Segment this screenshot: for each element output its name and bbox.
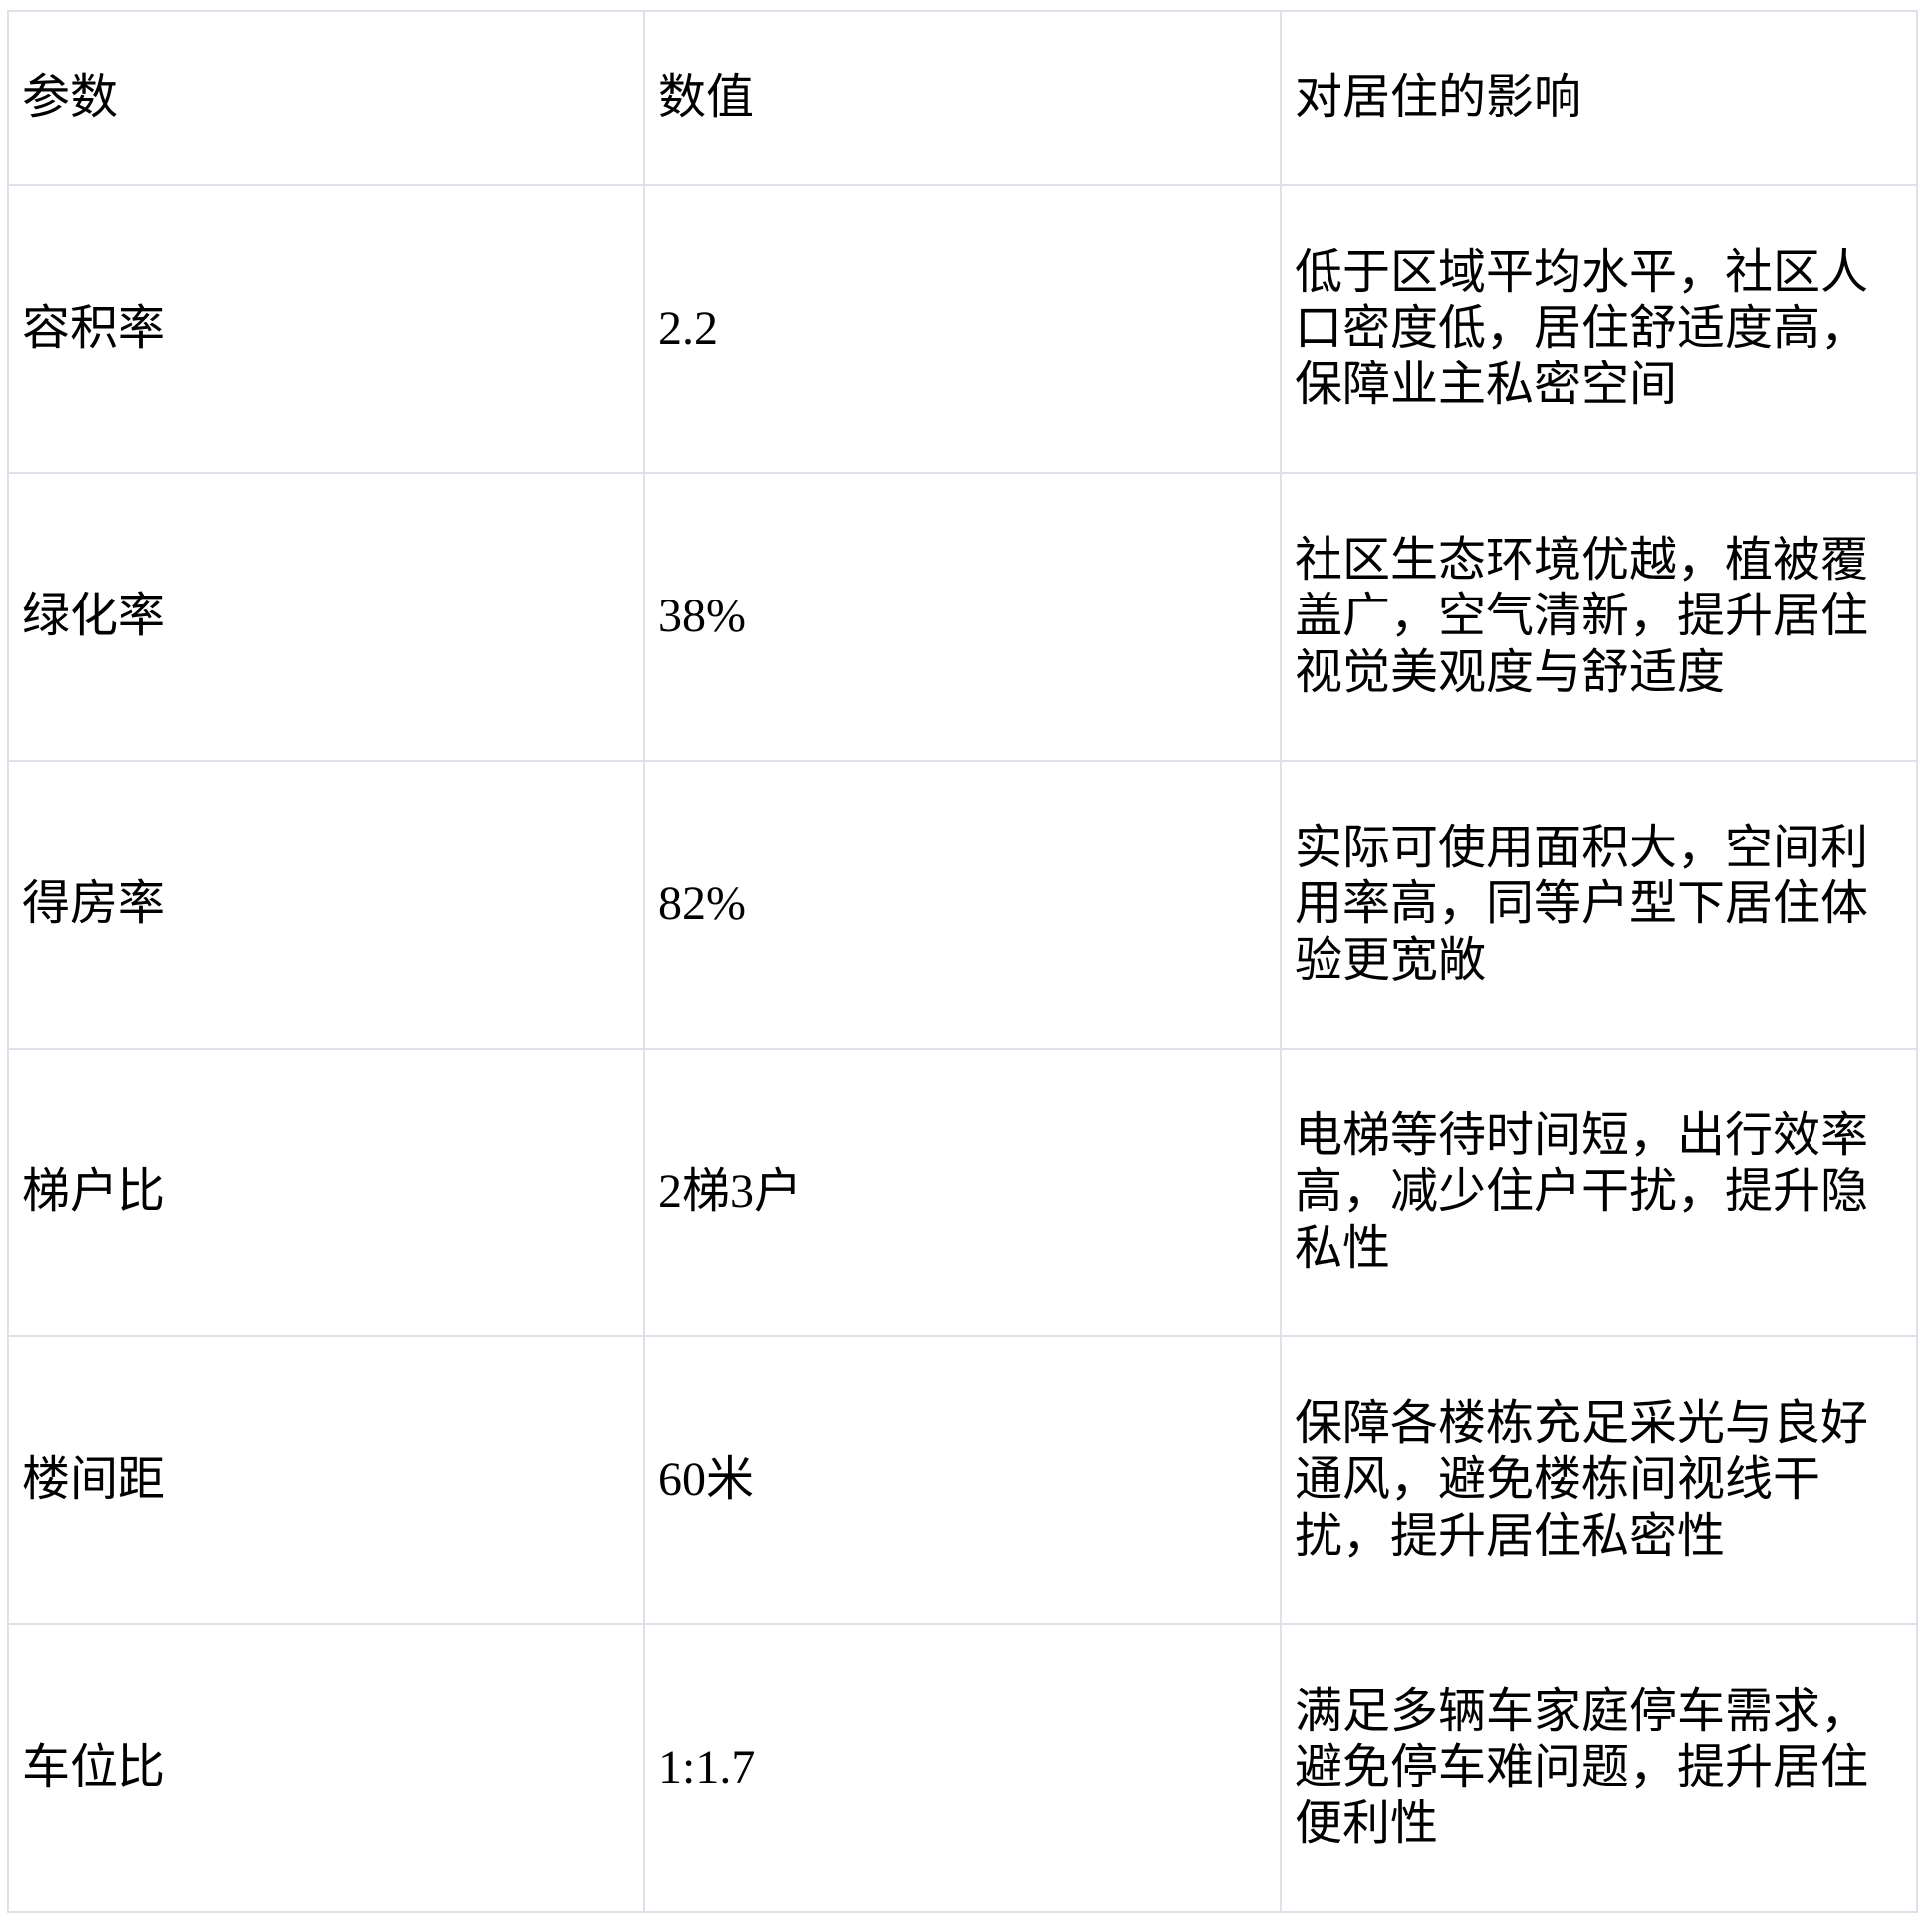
param-cell: 绿化率	[7, 472, 645, 762]
table-row: 楼间距 60米 保障各楼栋充足采光与良好通风，避免楼栋间视线干扰，提升居住私密性	[7, 1335, 1918, 1625]
value-cell: 1:1.7	[643, 1623, 1282, 1913]
header-row: 参数 数值 对居住的影响	[7, 10, 1918, 186]
value-cell: 60米	[643, 1335, 1282, 1625]
table-row: 容积率 2.2 低于区域平均水平，社区人口密度低，居住舒适度高，保障业主私密空间	[7, 184, 1918, 474]
param-cell: 楼间距	[7, 1335, 645, 1625]
param-cell: 得房率	[7, 760, 645, 1050]
param-cell: 容积率	[7, 184, 645, 474]
table-row: 梯户比 2梯3户 电梯等待时间短，出行效率高，减少住户干扰，提升隐私性	[7, 1048, 1918, 1337]
value-cell: 38%	[643, 472, 1282, 762]
table-row: 车位比 1:1.7 满足多辆车家庭停车需求，避免停车难问题，提升居住便利性	[7, 1623, 1918, 1913]
residential-parameters-table: 参数 数值 对居住的影响 容积率 2.2 低于区域平均水平，社区人口密度低，居住…	[7, 10, 1918, 1913]
value-cell: 2.2	[643, 184, 1282, 474]
impact-cell: 实际可使用面积大，空间利用率高，同等户型下居住体验更宽敞	[1280, 760, 1918, 1050]
value-cell: 82%	[643, 760, 1282, 1050]
value-cell: 2梯3户	[643, 1048, 1282, 1337]
table-row: 得房率 82% 实际可使用面积大，空间利用率高，同等户型下居住体验更宽敞	[7, 760, 1918, 1050]
header-cell-value: 数值	[643, 10, 1282, 186]
impact-cell: 低于区域平均水平，社区人口密度低，居住舒适度高，保障业主私密空间	[1280, 184, 1918, 474]
param-cell: 梯户比	[7, 1048, 645, 1337]
header-cell-impact: 对居住的影响	[1280, 10, 1918, 186]
impact-cell: 电梯等待时间短，出行效率高，减少住户干扰，提升隐私性	[1280, 1048, 1918, 1337]
header-cell-param: 参数	[7, 10, 645, 186]
impact-cell: 保障各楼栋充足采光与良好通风，避免楼栋间视线干扰，提升居住私密性	[1280, 1335, 1918, 1625]
impact-cell: 社区生态环境优越，植被覆盖广，空气清新，提升居住视觉美观度与舒适度	[1280, 472, 1918, 762]
table-row: 绿化率 38% 社区生态环境优越，植被覆盖广，空气清新，提升居住视觉美观度与舒适…	[7, 472, 1918, 762]
param-cell: 车位比	[7, 1623, 645, 1913]
impact-cell: 满足多辆车家庭停车需求，避免停车难问题，提升居住便利性	[1280, 1623, 1918, 1913]
